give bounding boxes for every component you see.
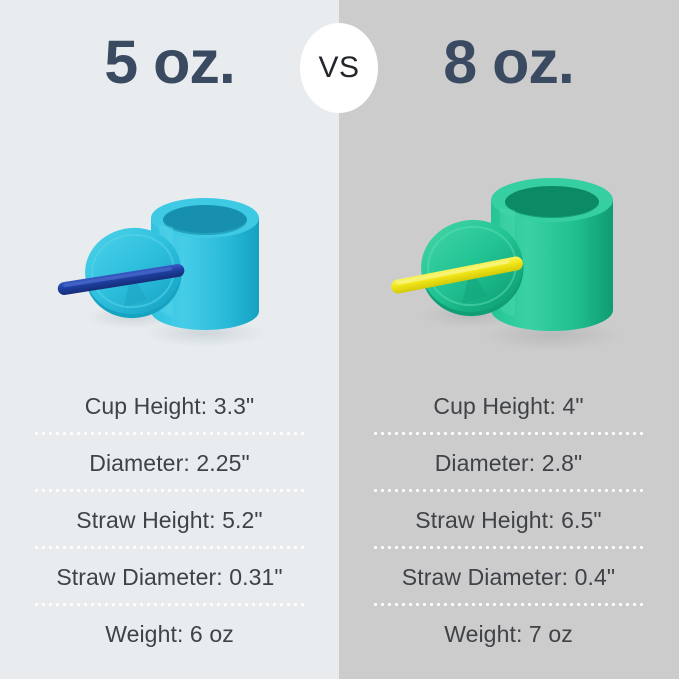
yellow-straw-icon [391, 256, 523, 294]
spec-row: Straw Height: 5.2" [0, 492, 339, 549]
row-separator [373, 432, 644, 435]
vs-label: VS [318, 51, 360, 84]
row-separator [373, 546, 644, 549]
spec-value: Weight: 7 oz [444, 621, 573, 647]
spec-value: Cup Height: 4" [433, 393, 584, 419]
vs-badge: VS [300, 23, 378, 113]
right-product-image [390, 170, 640, 355]
spec-value: Cup Height: 3.3" [84, 393, 255, 419]
spec-row: Diameter: 2.25" [0, 435, 339, 492]
right-product-title: 8 oz. [443, 28, 575, 96]
spec-value: Weight: 6 oz [105, 621, 234, 647]
spec-row: Cup Height: 3.3" [0, 378, 339, 435]
spec-row: Cup Height: 4" [339, 378, 678, 435]
row-separator [34, 432, 305, 435]
header: 5 oz. 8 oz. VS [0, 0, 679, 140]
right-specs-column: Cup Height: 4" Diameter: 2.8" Straw Heig… [339, 378, 678, 663]
left-product-image [55, 185, 295, 355]
spec-value: Straw Diameter: 0.4" [401, 564, 616, 590]
spec-row: Straw Diameter: 0.31" [0, 549, 339, 606]
row-separator [34, 603, 305, 606]
spec-value: Diameter: 2.8" [434, 450, 583, 476]
spec-value: Straw Diameter: 0.31" [56, 564, 283, 590]
spec-row: Straw Height: 6.5" [339, 492, 678, 549]
row-separator [34, 489, 305, 492]
spec-value: Straw Height: 6.5" [415, 507, 602, 533]
navy-straw-icon [57, 263, 185, 295]
green-cup-icon [391, 178, 622, 351]
cyan-cup-icon [57, 198, 267, 347]
spec-value: Straw Height: 5.2" [76, 507, 263, 533]
left-product-title: 5 oz. [104, 28, 236, 96]
spec-value: Diameter: 2.25" [89, 450, 250, 476]
spec-row: Straw Diameter: 0.4" [339, 549, 678, 606]
left-specs-column: Cup Height: 3.3" Diameter: 2.25" Straw H… [0, 378, 339, 663]
row-separator [373, 603, 644, 606]
spec-row: Weight: 7 oz [339, 606, 678, 663]
row-separator [373, 489, 644, 492]
spec-row: Diameter: 2.8" [339, 435, 678, 492]
row-separator [34, 546, 305, 549]
spec-row: Weight: 6 oz [0, 606, 339, 663]
